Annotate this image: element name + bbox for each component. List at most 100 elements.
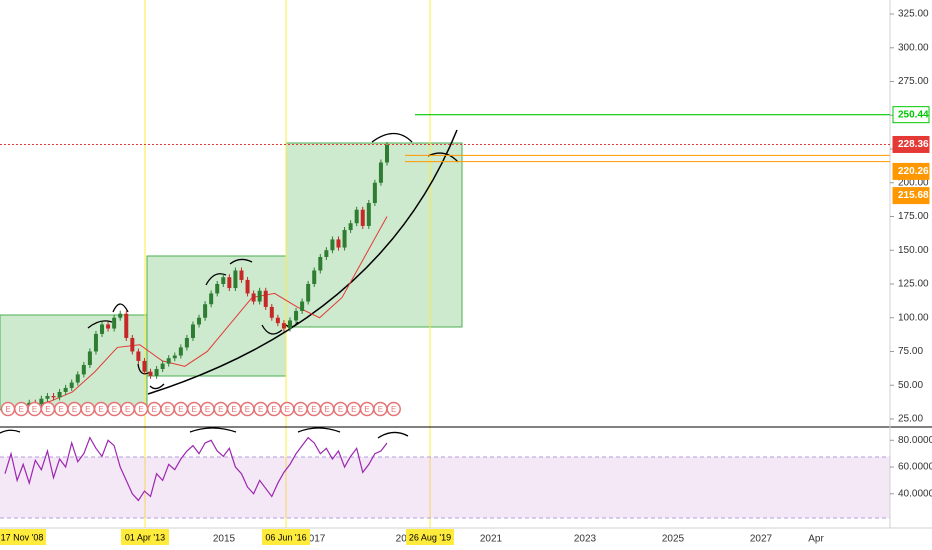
candle bbox=[148, 371, 153, 376]
candle bbox=[178, 347, 183, 356]
candle bbox=[142, 360, 147, 372]
candle bbox=[233, 270, 238, 289]
candle bbox=[342, 229, 347, 248]
date-tag bbox=[262, 529, 310, 545]
rsi-line bbox=[4, 436, 388, 502]
event-icon-label: E bbox=[72, 405, 77, 414]
event-icon-label: E bbox=[338, 405, 343, 414]
price-tick-label: 175.00 bbox=[898, 211, 929, 222]
candle bbox=[215, 283, 220, 294]
event-icon-label: E bbox=[311, 405, 316, 414]
event-icon-label: E bbox=[5, 405, 10, 414]
candle bbox=[372, 182, 377, 203]
candle bbox=[130, 337, 135, 352]
candle bbox=[318, 256, 323, 271]
candle bbox=[203, 304, 208, 318]
event-icon-label: E bbox=[45, 405, 50, 414]
time-label: Apr bbox=[808, 534, 824, 545]
candle bbox=[269, 306, 274, 318]
event-icon-label: E bbox=[125, 405, 130, 414]
event-icon-label: E bbox=[351, 405, 356, 414]
range-box[interactable] bbox=[285, 142, 463, 328]
price-tag-label: 215.68 bbox=[898, 190, 929, 201]
date-tag-label: 17 Nov '08 bbox=[1, 532, 44, 542]
annotations bbox=[0, 132, 459, 439]
candle bbox=[378, 162, 383, 183]
price-tick-label: 50.00 bbox=[898, 380, 923, 391]
event-icon-label: E bbox=[19, 405, 24, 414]
candle bbox=[57, 391, 62, 398]
price-tag bbox=[892, 162, 930, 180]
event-icon-label: E bbox=[391, 405, 396, 414]
event-icon-label: E bbox=[325, 405, 330, 414]
date-tag-label: 06 Jun '16 bbox=[265, 532, 306, 542]
price-tag bbox=[892, 106, 930, 124]
event-icon-label: E bbox=[178, 405, 183, 414]
candle bbox=[227, 277, 232, 289]
candle bbox=[154, 369, 159, 376]
rsi-tick-label: 80.0000 bbox=[898, 435, 932, 446]
trend-curve[interactable] bbox=[147, 129, 458, 395]
event-icon-label: E bbox=[138, 405, 143, 414]
candle bbox=[160, 363, 165, 370]
candle bbox=[106, 324, 111, 329]
price-tag bbox=[892, 187, 930, 205]
event-icon[interactable] bbox=[386, 401, 401, 417]
time-label: 017 bbox=[309, 534, 326, 545]
event-icon-label: E bbox=[285, 405, 290, 414]
candle bbox=[209, 293, 214, 305]
time-label: 2025 bbox=[662, 534, 685, 545]
candle bbox=[51, 396, 56, 398]
event-icon-label: E bbox=[258, 405, 263, 414]
candle bbox=[366, 202, 371, 226]
candle bbox=[39, 398, 44, 405]
event-icon-label: E bbox=[378, 405, 383, 414]
event-icon-label: E bbox=[364, 405, 369, 414]
candle bbox=[118, 313, 123, 318]
candle bbox=[197, 317, 202, 325]
event-icon-label: E bbox=[32, 405, 37, 414]
range-box[interactable] bbox=[146, 255, 287, 377]
candle bbox=[190, 324, 195, 338]
time-label: 2021 bbox=[480, 534, 503, 545]
candle bbox=[136, 351, 141, 361]
time-label: 2015 bbox=[213, 534, 236, 545]
candle bbox=[354, 209, 359, 224]
candle bbox=[245, 279, 250, 294]
time-label: 201 bbox=[396, 534, 413, 545]
candle bbox=[300, 301, 305, 311]
candle bbox=[330, 239, 335, 251]
price-tick-label: 200.00 bbox=[898, 177, 929, 188]
event-icon-label: E bbox=[152, 405, 157, 414]
event-icon-label: E bbox=[85, 405, 90, 414]
date-tag-label: 01 Apr '13 bbox=[125, 532, 165, 542]
date-tag bbox=[406, 529, 454, 545]
candle bbox=[312, 270, 317, 284]
rsi-tick-label: 40.0000 bbox=[898, 488, 932, 499]
event-icon-label: E bbox=[218, 405, 223, 414]
price-tick-label: 25.00 bbox=[898, 414, 923, 425]
candle bbox=[100, 324, 105, 334]
price-tick-label: 275.00 bbox=[898, 76, 929, 87]
candle bbox=[93, 333, 98, 352]
event-icon-label: E bbox=[112, 405, 117, 414]
candle bbox=[275, 317, 280, 324]
price-tick-label: 125.00 bbox=[898, 279, 929, 290]
event-icon-label: E bbox=[245, 405, 250, 414]
candle bbox=[221, 277, 226, 284]
rsi-tick-label: 60.0000 bbox=[898, 462, 932, 473]
price-tag-label: 228.36 bbox=[898, 139, 929, 150]
candle bbox=[45, 396, 50, 399]
event-icon-label: E bbox=[231, 405, 236, 414]
event-icon-label: E bbox=[165, 405, 170, 414]
range-box[interactable] bbox=[0, 314, 148, 411]
price-tag-label: 250.44 bbox=[898, 109, 929, 120]
candle bbox=[336, 239, 341, 248]
candle bbox=[239, 270, 244, 280]
candle bbox=[87, 351, 92, 365]
candle bbox=[172, 355, 177, 359]
price-tick-label: 100.00 bbox=[898, 312, 929, 323]
candle bbox=[385, 144, 389, 163]
